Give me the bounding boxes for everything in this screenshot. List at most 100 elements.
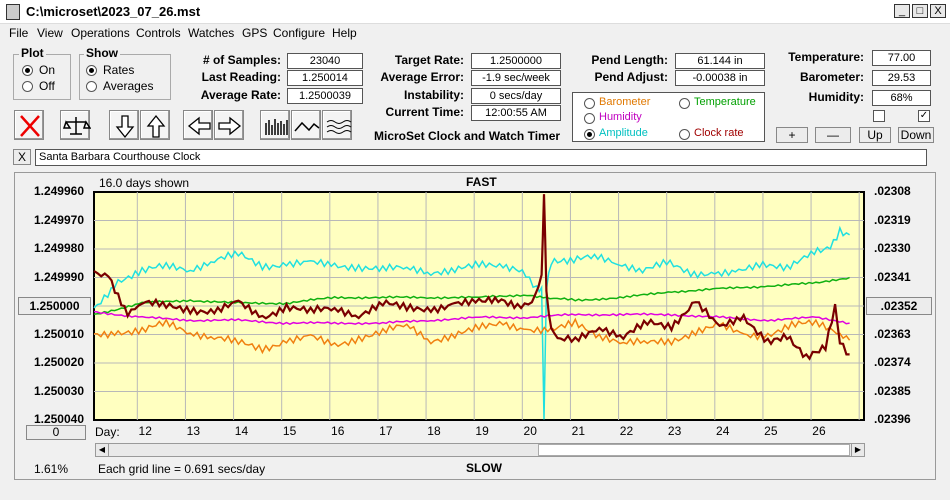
left-arrow-button[interactable] [183,110,213,140]
menu-view[interactable]: View [37,26,63,40]
y-tick-right: .02385 [874,383,911,398]
samples-label: # of Samples: [202,53,281,67]
y-tick-right: .02330 [874,241,911,255]
temperature-label: Temperature: [788,50,864,64]
menu-controls[interactable]: Controls [136,26,181,40]
scroll-right-arrow[interactable]: ▶ [851,444,864,456]
menu-gps[interactable]: GPS [242,26,268,40]
down-arrow-icon [115,115,135,139]
y-tick-left: 1.249970 [33,212,84,227]
x-tick-label: 13 [186,424,201,438]
plot-off-radio[interactable] [22,81,33,92]
down-arrow-button[interactable] [109,110,139,140]
fast-label: FAST [466,175,497,189]
last-reading-label: Last Reading: [201,70,281,84]
legend-clock-rate-radio[interactable] [679,129,690,140]
right-arrow-button[interactable] [214,110,244,140]
show-group-title: Show [84,46,120,60]
show-group [79,54,171,100]
show-averages-radio[interactable] [86,81,97,92]
wave-view-button[interactable] [322,110,352,140]
target-rate-value: 1.2500000 [471,53,561,69]
legend-clock-rate-label: Clock rate [694,127,744,139]
plot-on-radio[interactable] [22,65,33,76]
x-tick-label: 14 [234,424,249,438]
bars-view-button[interactable] [260,110,290,140]
instability-value: 0 secs/day [471,88,561,104]
x-tick-label: 17 [379,424,393,438]
watch-name-field[interactable]: Santa Barbara Courthouse Clock [35,149,927,166]
menu-configure[interactable]: Configure [273,26,326,40]
show-rates-radio[interactable] [86,65,97,76]
x-tick-label: 18 [427,424,441,438]
y-tick-right: .02363 [874,326,911,341]
zero-button[interactable]: 0 [26,425,86,440]
env-checkbox-2[interactable]: ✓ [918,110,930,122]
legend-amplitude-radio[interactable] [584,129,595,140]
legend-temperature-label: Temperature [694,96,756,108]
minimize-button[interactable]: _ [894,4,910,18]
scale-button[interactable] [60,110,91,140]
horizontal-scrollbar[interactable]: ◀ ▶ [95,443,865,457]
red-x-icon [20,115,40,137]
up-arrow-button[interactable] [140,110,170,140]
plot-off-label: Off [39,79,55,93]
menu-operations[interactable]: Operations [71,26,130,40]
minus-button[interactable]: — [815,127,851,143]
watch-close-button[interactable]: X [13,149,31,165]
days-shown-label: 16.0 days shown [99,176,190,190]
x-tick-label: 23 [667,424,682,438]
y-tick-right: .02396 [874,412,911,426]
current-time-value: 12:00:55 AM [471,105,561,121]
up-button[interactable]: Up [859,127,891,143]
close-button[interactable]: X [930,4,946,18]
env-checkbox-1[interactable] [873,110,885,122]
menu-watches[interactable]: Watches [188,26,235,40]
legend-barometer-label: Barometer [599,96,651,108]
plot-group-title: Plot [19,46,46,60]
legend-temperature-radio[interactable] [679,98,690,109]
x-tick-label: 24 [716,424,730,438]
y-tick-left: 1.250010 [33,326,84,341]
percent-label: 1.61% [34,462,69,476]
menu-bar: File View Operations Controls Watches GP… [0,24,950,44]
legend-humidity-radio[interactable] [584,113,595,124]
series-line-amplitude [93,225,850,420]
plus-button[interactable]: + [776,127,808,143]
grid-note-label: Each grid line = 0.691 secs/day [98,462,266,476]
samples-value: 23040 [287,53,363,69]
day-label: Day: [95,425,120,439]
line-view-button[interactable] [291,110,321,140]
y-tick-left: 1.249980 [33,241,84,255]
x-tick-label: 19 [475,424,489,438]
show-averages-label: Averages [103,79,154,93]
series-line-clock-rate [93,194,850,361]
maximize-button[interactable]: □ [912,4,928,18]
bar-graph-icon [265,119,288,135]
title-bar: C:\microset\2023_07_26.mst _ □ X [0,0,950,24]
average-error-label: Average Error: [380,70,464,84]
y-tick-left: 1.250020 [33,355,84,369]
show-rates-label: Rates [103,63,135,77]
legend-humidity-label: Humidity [599,111,642,123]
x-tick-label: 16 [331,424,345,438]
x-tick-label: 12 [138,424,152,438]
left-axis-button[interactable]: 1.250000 [18,297,91,315]
clear-button[interactable] [14,110,44,140]
menu-file[interactable]: File [9,26,29,40]
barometer-label: Barometer: [799,70,864,84]
down-button[interactable]: Down [898,127,934,143]
right-axis-button[interactable]: .02352 [866,297,932,315]
legend-barometer-radio[interactable] [584,98,595,109]
y-tick-left: 1.250040 [33,412,84,426]
x-tick-label: 15 [282,424,297,438]
menu-help[interactable]: Help [332,26,357,40]
average-rate-label: Average Rate: [200,88,281,102]
scroll-thumb[interactable] [538,444,850,456]
scroll-left-arrow[interactable]: ◀ [96,444,109,456]
temperature-value: 77.00 [872,50,931,66]
x-tick-label: 25 [764,424,778,438]
instability-label: Instability: [403,88,464,102]
current-time-label: Current Time: [385,105,464,119]
y-tick-right: .02374 [874,355,911,369]
